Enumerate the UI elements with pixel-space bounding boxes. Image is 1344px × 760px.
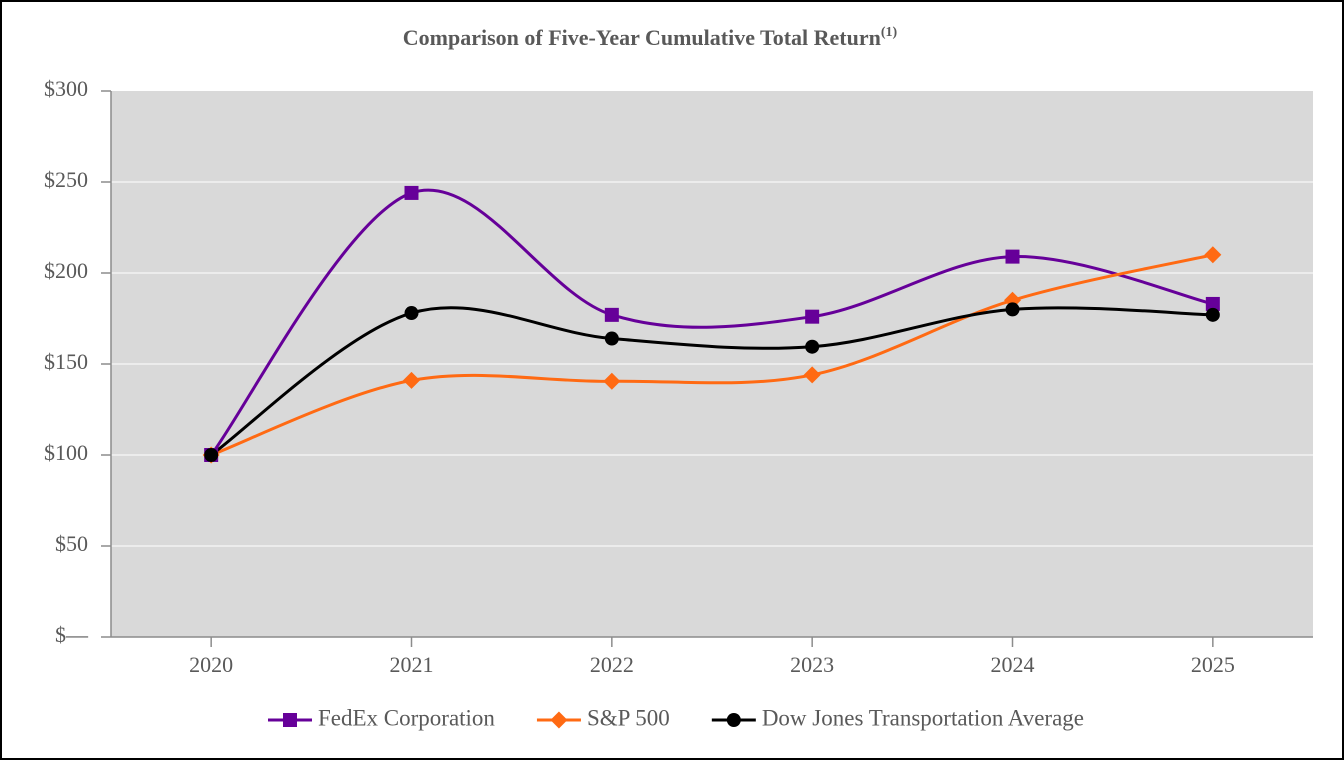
data-point [1204, 246, 1222, 264]
data-point [403, 371, 420, 389]
data-point [1005, 249, 1020, 264]
chart-title: Comparison of Five-Year Cumulative Total… [403, 25, 898, 50]
data-point [1205, 296, 1220, 311]
y-tick-label: $50 [55, 531, 88, 556]
x-tick-label: 2023 [790, 652, 834, 677]
x-tick-label: 2024 [991, 652, 1035, 677]
data-point [204, 448, 219, 462]
legend-marker [282, 713, 297, 727]
data-point [603, 372, 621, 390]
y-tick-label: $150 [44, 349, 88, 374]
y-tick-label: $300 [44, 76, 88, 101]
data-point [604, 331, 619, 346]
y-tick-label: $100 [44, 440, 88, 465]
series-line [210, 306, 1213, 457]
data-point [404, 306, 419, 321]
series-line [210, 253, 1214, 457]
data-point [805, 309, 820, 324]
y-tick-label: $— [55, 622, 89, 647]
data-point [404, 185, 419, 200]
x-tick-label: 2022 [590, 652, 634, 677]
y-tick-label: $250 [44, 167, 88, 192]
data-point [1005, 302, 1020, 317]
data-point [604, 307, 619, 322]
x-tick-label: 2021 [390, 652, 434, 677]
x-tick-label: 2025 [1191, 652, 1235, 677]
series-line [209, 188, 1214, 456]
legend-marker [550, 711, 568, 729]
x-tick-label: 2020 [189, 652, 233, 677]
legend-marker [726, 713, 741, 727]
legend-label: Dow Jones Transportation Average [762, 705, 1084, 730]
title-text: Comparison of Five-Year Cumulative Total… [403, 25, 881, 50]
data-point [1205, 307, 1220, 322]
data-point [805, 339, 820, 354]
data-point [803, 366, 821, 384]
legend-label: S&P 500 [587, 705, 670, 730]
legend-label: FedEx Corporation [318, 705, 495, 730]
title-superscript: (1) [881, 25, 898, 40]
y-tick-label: $200 [44, 258, 88, 283]
